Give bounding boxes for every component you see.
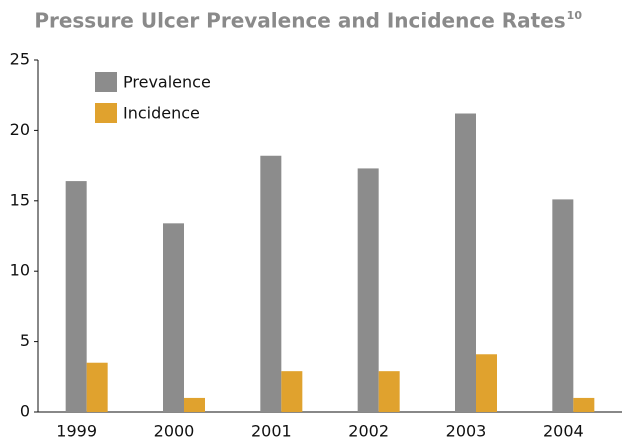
legend-label: Prevalence	[123, 73, 211, 92]
x-tick-label: 1999	[56, 422, 97, 441]
x-tick-label: 2000	[154, 422, 195, 441]
x-tick-label: 2004	[543, 422, 584, 441]
legend-swatch	[95, 72, 117, 92]
legend-label: Incidence	[123, 104, 200, 123]
x-tick-label: 2003	[446, 422, 487, 441]
bar	[455, 113, 476, 412]
y-tick-label: 25	[10, 50, 30, 69]
chart-title: Pressure Ulcer Prevalence and Incidence …	[34, 9, 565, 33]
bar	[65, 181, 87, 412]
y-tick-label: 15	[10, 190, 30, 209]
x-tick-label: 2002	[348, 422, 389, 441]
y-tick-label: 10	[10, 261, 30, 280]
y-tick-label: 0	[20, 402, 30, 421]
bar	[357, 168, 379, 412]
bar	[573, 397, 595, 412]
bar	[552, 199, 574, 412]
x-tick-label: 2001	[251, 422, 292, 441]
bar	[476, 354, 497, 412]
bar	[86, 362, 108, 412]
bar	[163, 223, 184, 412]
y-tick-label: 20	[10, 120, 30, 139]
bar	[281, 371, 303, 412]
bar	[378, 371, 400, 412]
bar	[260, 155, 282, 412]
bar	[184, 397, 205, 412]
y-tick-label: 5	[20, 331, 30, 350]
legend-swatch	[95, 103, 117, 123]
title-superscript: 10	[567, 9, 583, 22]
